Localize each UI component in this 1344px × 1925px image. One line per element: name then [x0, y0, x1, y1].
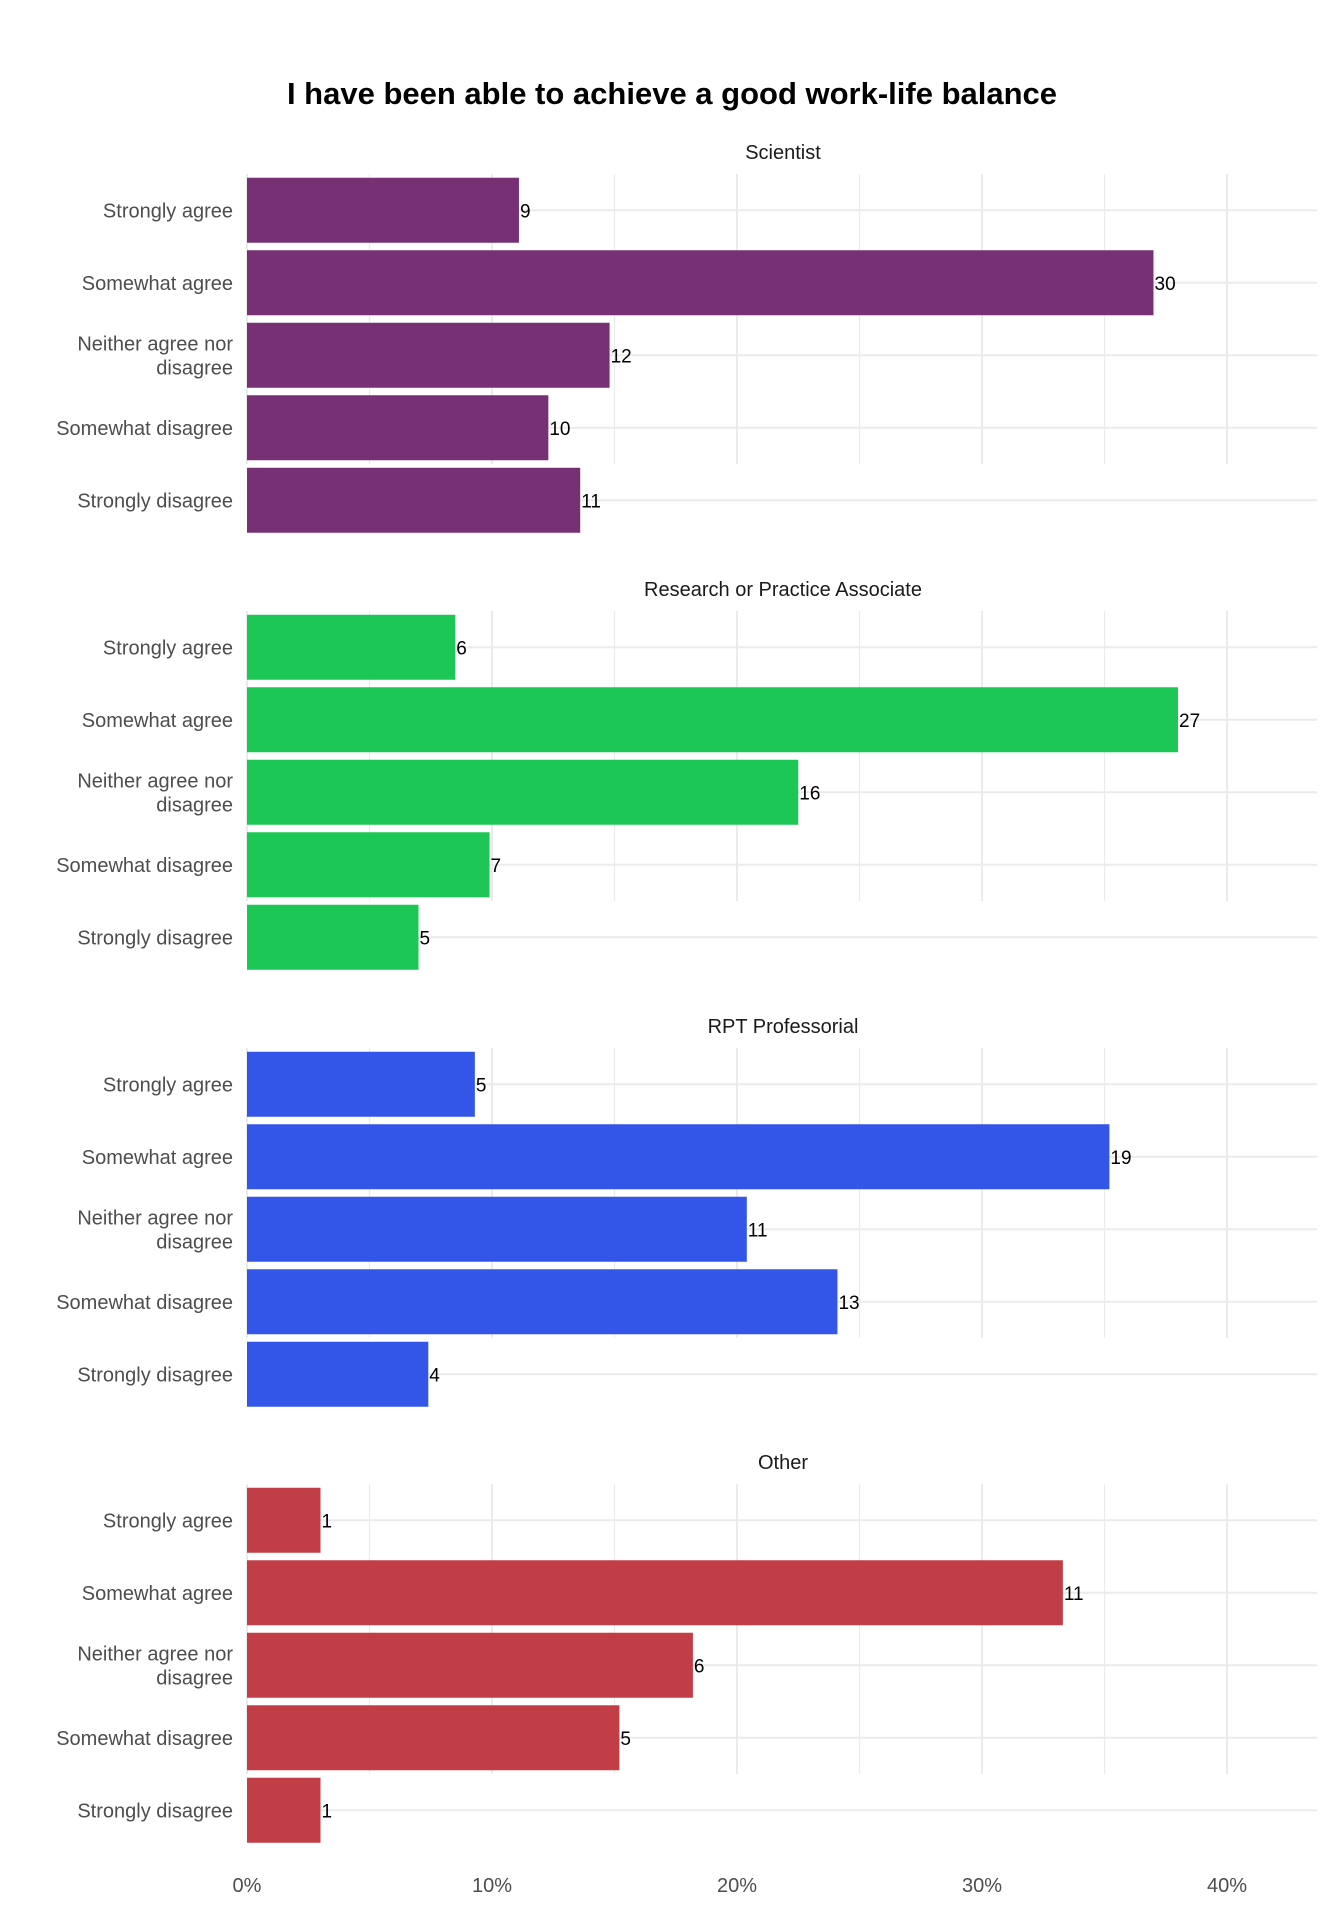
- category-label: Strongly agree: [103, 1510, 233, 1532]
- value-label: 27: [1179, 711, 1200, 732]
- chart-title: I have been able to achieve a good work-…: [287, 76, 1057, 111]
- facet-title-other: Other: [758, 1452, 808, 1474]
- category-label: disagree: [156, 1231, 233, 1253]
- value-label: 11: [581, 491, 601, 512]
- bar: [247, 904, 419, 970]
- value-label: 1: [322, 1511, 333, 1532]
- bar: [247, 832, 490, 898]
- category-label: Somewhat disagree: [56, 855, 233, 877]
- category-label: Neither agree nor: [77, 1207, 233, 1229]
- value-label: 13: [838, 1293, 859, 1314]
- bar: [247, 177, 519, 243]
- category-label: Strongly agree: [103, 637, 233, 659]
- category-label: Somewhat agree: [82, 1583, 233, 1605]
- x-tick-label: 0%: [233, 1875, 262, 1897]
- bar: [247, 759, 799, 825]
- x-tick-label: 40%: [1207, 1875, 1247, 1897]
- bar: [247, 1705, 620, 1771]
- value-label: 11: [1064, 1584, 1084, 1605]
- category-label: Neither agree nor: [77, 1643, 233, 1665]
- category-label: Somewhat disagree: [56, 1728, 233, 1750]
- value-label: 6: [456, 638, 467, 659]
- value-label: 5: [420, 928, 431, 949]
- value-label: 7: [491, 856, 502, 877]
- category-label: Strongly disagree: [77, 927, 233, 949]
- category-label: Strongly disagree: [77, 1800, 233, 1822]
- value-label: 12: [611, 346, 632, 367]
- category-label: Somewhat agree: [82, 710, 233, 732]
- category-label: Somewhat agree: [82, 1147, 233, 1169]
- value-label: 5: [476, 1075, 487, 1096]
- category-label: disagree: [156, 357, 233, 379]
- facet-title-scientist: Scientist: [745, 142, 821, 164]
- bar: [247, 1341, 429, 1407]
- value-label: 6: [694, 1656, 705, 1677]
- x-tick-label: 20%: [717, 1875, 757, 1897]
- value-label: 16: [799, 783, 820, 804]
- bar: [247, 1051, 475, 1117]
- value-label: 19: [1110, 1148, 1131, 1169]
- category-label: disagree: [156, 794, 233, 816]
- category-label: Neither agree nor: [77, 333, 233, 355]
- value-label: 11: [748, 1220, 768, 1241]
- bar: [247, 1487, 321, 1553]
- value-label: 4: [429, 1365, 440, 1386]
- x-tick-label: 10%: [472, 1875, 512, 1897]
- bar: [247, 687, 1178, 753]
- value-label: 9: [520, 201, 531, 222]
- bar: [247, 1269, 838, 1335]
- category-label: Strongly agree: [103, 1074, 233, 1096]
- category-label: Neither agree nor: [77, 770, 233, 792]
- bar: [247, 1777, 321, 1843]
- bar: [247, 1560, 1063, 1626]
- bar: [247, 1124, 1110, 1190]
- facet-title-research-or-practice-associate: Research or Practice Associate: [644, 579, 922, 601]
- category-label: Strongly agree: [103, 200, 233, 222]
- value-label: 10: [549, 419, 570, 440]
- bar: [247, 467, 581, 533]
- bar: [247, 1196, 747, 1262]
- bar: [247, 395, 549, 461]
- category-label: Strongly disagree: [77, 1364, 233, 1386]
- value-label: 5: [620, 1729, 631, 1750]
- value-label: 1: [322, 1801, 333, 1822]
- bar: [247, 1632, 693, 1698]
- facet-title-rpt-professorial: RPT Professorial: [708, 1016, 859, 1038]
- value-label: 30: [1155, 274, 1176, 295]
- category-label: Somewhat disagree: [56, 1292, 233, 1314]
- bar: [247, 614, 456, 680]
- bar: [247, 250, 1154, 316]
- category-label: Somewhat agree: [82, 273, 233, 295]
- bar: [247, 322, 610, 388]
- category-label: Somewhat disagree: [56, 418, 233, 440]
- category-label: disagree: [156, 1667, 233, 1689]
- x-tick-label: 30%: [962, 1875, 1002, 1897]
- category-label: Strongly disagree: [77, 490, 233, 512]
